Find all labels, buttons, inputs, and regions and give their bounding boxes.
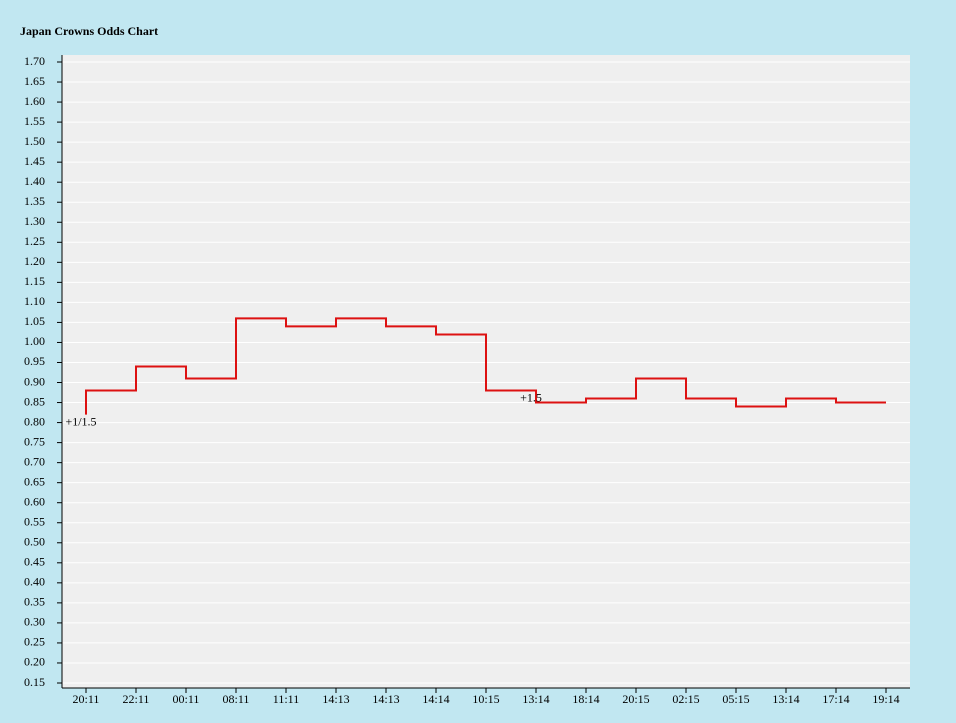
y-tick-label: 0.80 bbox=[24, 414, 45, 428]
y-tick-label: 0.35 bbox=[24, 595, 45, 609]
y-tick-label: 1.50 bbox=[24, 134, 45, 148]
x-tick-label: 17:14 bbox=[822, 692, 849, 706]
y-tick-label: 1.15 bbox=[24, 274, 45, 288]
y-tick-label: 0.90 bbox=[24, 374, 45, 388]
y-tick-label: 0.65 bbox=[24, 474, 45, 488]
y-tick-label: 0.85 bbox=[24, 394, 45, 408]
x-tick-label: 14:13 bbox=[372, 692, 399, 706]
x-tick-label: 08:11 bbox=[223, 692, 250, 706]
y-tick-label: 0.55 bbox=[24, 514, 45, 528]
x-tick-label: 14:14 bbox=[422, 692, 449, 706]
y-tick-label: 0.40 bbox=[24, 575, 45, 589]
x-tick-label: 00:11 bbox=[173, 692, 200, 706]
step-line bbox=[85, 317, 886, 415]
y-tick-label: 1.65 bbox=[24, 74, 45, 88]
y-tick-label: 1.70 bbox=[24, 54, 45, 68]
y-tick-label: 1.55 bbox=[24, 114, 45, 128]
point-label: +1/1.5 bbox=[65, 414, 96, 428]
y-tick-label: 1.35 bbox=[24, 194, 45, 208]
y-tick-label: 1.60 bbox=[24, 94, 45, 108]
x-tick-label: 05:15 bbox=[722, 692, 749, 706]
y-tick-label: 0.95 bbox=[24, 354, 45, 368]
y-tick-label: 0.75 bbox=[24, 434, 45, 448]
point-label: +1.5 bbox=[520, 390, 542, 404]
x-tick-label: 20:15 bbox=[622, 692, 649, 706]
y-tick-label: 1.20 bbox=[24, 254, 45, 268]
x-tick-label: 22:11 bbox=[123, 692, 150, 706]
y-tick-label: 0.25 bbox=[24, 635, 45, 649]
y-tick-label: 0.20 bbox=[24, 655, 45, 669]
x-tick-label: 11:11 bbox=[273, 692, 299, 706]
y-tick-label: 0.30 bbox=[24, 615, 45, 629]
y-tick-label: 0.70 bbox=[24, 454, 45, 468]
y-tick-label: 0.60 bbox=[24, 494, 45, 508]
y-tick-label: 0.50 bbox=[24, 535, 45, 549]
chart-title: Japan Crowns Odds Chart bbox=[20, 24, 158, 38]
y-tick-label: 1.10 bbox=[24, 294, 45, 308]
x-tick-label: 19:14 bbox=[872, 692, 899, 706]
y-tick-label: 1.45 bbox=[24, 154, 45, 168]
x-tick-label: 20:11 bbox=[73, 692, 100, 706]
x-tick-label: 10:15 bbox=[472, 692, 499, 706]
x-tick-label: 14:13 bbox=[322, 692, 349, 706]
x-tick-label: 13:14 bbox=[522, 692, 549, 706]
y-tick-label: 1.30 bbox=[24, 214, 45, 228]
y-tick-label: 1.00 bbox=[24, 334, 45, 348]
y-tick-label: 0.45 bbox=[24, 555, 45, 569]
y-tick-label: 0.15 bbox=[24, 675, 45, 689]
x-tick-label: 13:14 bbox=[772, 692, 799, 706]
y-tick-label: 1.05 bbox=[24, 314, 45, 328]
y-tick-label: 1.25 bbox=[24, 234, 45, 248]
x-tick-label: 18:14 bbox=[572, 692, 599, 706]
x-tick-label: 02:15 bbox=[672, 692, 699, 706]
y-tick-label: 1.40 bbox=[24, 174, 45, 188]
